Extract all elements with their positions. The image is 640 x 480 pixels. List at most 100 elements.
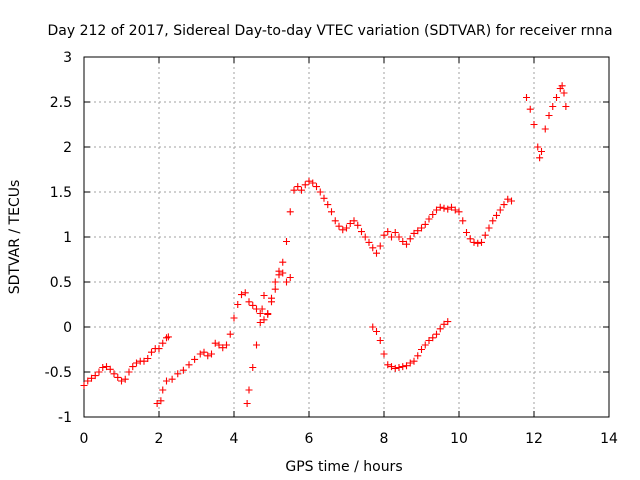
series-1 xyxy=(80,333,172,389)
y-tick-label: 1.5 xyxy=(50,185,72,201)
data-point xyxy=(358,228,365,236)
data-point xyxy=(106,365,114,373)
data-point xyxy=(388,233,395,241)
data-point xyxy=(346,220,354,227)
data-point xyxy=(545,112,553,119)
data-point xyxy=(399,238,407,245)
series-2 xyxy=(153,177,515,407)
data-point xyxy=(279,258,287,266)
data-point xyxy=(451,206,459,214)
data-point xyxy=(403,240,410,248)
data-point xyxy=(369,323,377,331)
data-point xyxy=(179,366,187,374)
data-point xyxy=(268,294,275,302)
grid-lines xyxy=(84,57,609,417)
y-tick-label: 0 xyxy=(63,320,72,336)
data-point xyxy=(365,238,373,246)
data-point xyxy=(271,285,279,293)
data-point xyxy=(376,337,384,344)
data-point xyxy=(301,181,309,189)
data-point xyxy=(373,328,380,335)
data-point xyxy=(118,377,125,385)
data-point xyxy=(536,154,544,162)
data-point xyxy=(157,397,165,405)
data-point xyxy=(114,373,122,381)
data-point xyxy=(421,341,429,349)
data-point xyxy=(406,359,414,367)
data-point xyxy=(316,188,324,196)
data-point xyxy=(508,197,515,205)
data-point xyxy=(286,274,294,281)
data-point xyxy=(369,244,377,252)
data-point xyxy=(185,361,193,369)
data-point xyxy=(211,339,219,347)
data-point xyxy=(414,352,422,360)
data-point xyxy=(234,301,242,308)
data-point xyxy=(84,377,92,385)
data-point xyxy=(238,291,245,299)
data-point xyxy=(560,89,568,97)
data-point xyxy=(328,208,335,216)
data-point xyxy=(320,194,328,202)
data-point xyxy=(241,289,249,297)
data-point xyxy=(335,222,343,230)
data-point xyxy=(163,334,170,342)
data-point xyxy=(354,221,362,229)
x-tick-label: 14 xyxy=(600,431,618,447)
data-point xyxy=(373,249,380,257)
data-point xyxy=(80,382,88,389)
data-point xyxy=(526,105,534,113)
data-point xyxy=(350,217,358,225)
data-point xyxy=(410,229,418,237)
data-point xyxy=(129,363,137,371)
data-point xyxy=(271,278,279,286)
data-points xyxy=(80,82,570,407)
y-tick-label: 1 xyxy=(63,230,72,246)
data-point xyxy=(504,195,512,203)
data-point xyxy=(418,224,425,232)
data-point xyxy=(226,330,234,338)
data-point xyxy=(481,231,489,239)
data-point xyxy=(440,204,448,212)
data-point xyxy=(440,320,448,328)
data-point xyxy=(403,362,410,370)
data-point xyxy=(121,375,129,383)
data-point xyxy=(470,238,478,246)
data-point xyxy=(208,350,215,358)
data-point xyxy=(429,211,437,218)
data-point xyxy=(286,208,294,216)
data-point xyxy=(489,217,497,225)
data-point xyxy=(133,359,140,367)
y-tick-label: -0.5 xyxy=(45,365,72,381)
y-tick-label: 2.5 xyxy=(50,95,72,111)
data-point xyxy=(562,103,570,110)
data-point xyxy=(163,377,170,385)
data-point xyxy=(95,368,103,376)
x-tick-label: 0 xyxy=(80,431,89,447)
data-point xyxy=(395,364,403,371)
data-point xyxy=(144,355,152,362)
data-point xyxy=(324,201,332,209)
data-point xyxy=(204,352,212,360)
data-point xyxy=(549,103,557,110)
data-point xyxy=(88,374,95,382)
data-point xyxy=(191,355,199,363)
data-point xyxy=(421,220,429,228)
data-point xyxy=(298,186,305,194)
data-point xyxy=(388,363,395,371)
data-point xyxy=(256,319,264,326)
data-point xyxy=(391,364,399,372)
data-point xyxy=(140,357,148,365)
data-point xyxy=(168,375,176,383)
data-point xyxy=(99,364,107,371)
data-point xyxy=(331,217,339,225)
data-point xyxy=(478,238,485,246)
data-point xyxy=(256,310,264,317)
data-point xyxy=(414,227,422,235)
data-point xyxy=(294,183,302,191)
data-point xyxy=(249,301,257,309)
data-point xyxy=(485,224,493,232)
data-point xyxy=(425,215,433,223)
series-4 xyxy=(369,318,452,372)
